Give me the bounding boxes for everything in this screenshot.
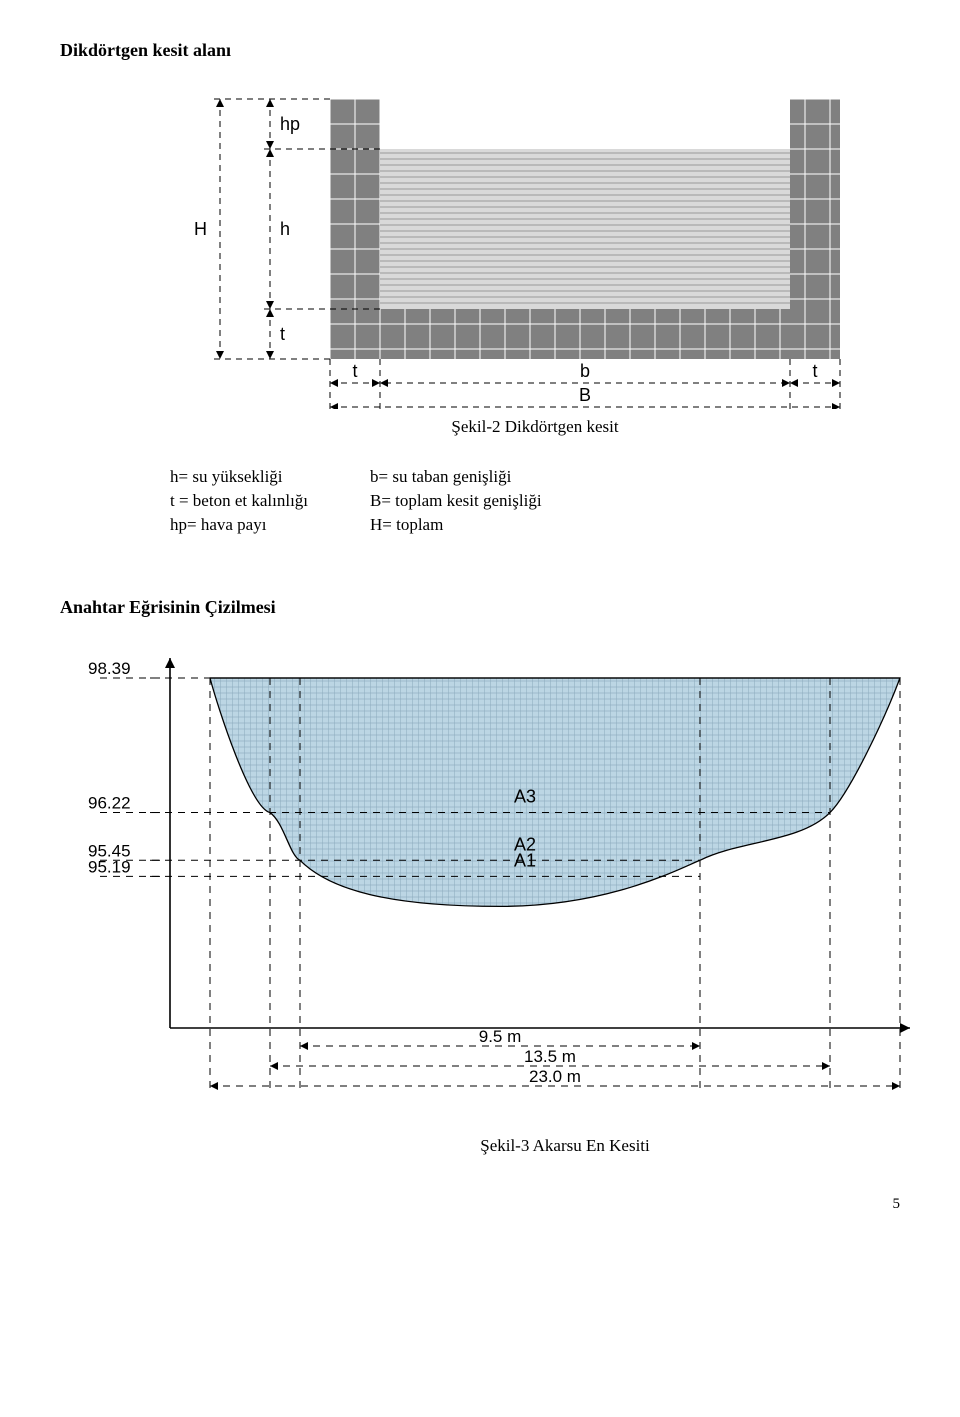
svg-text:H: H [194, 219, 207, 239]
figure-2: 98.3996.22A395.45A295.19A19.5 m13.5 m23.… [70, 648, 900, 1156]
svg-text:95.19: 95.19 [88, 857, 131, 876]
svg-text:13.5 m: 13.5 m [524, 1047, 576, 1066]
def-h: h= su yüksekliği [170, 465, 370, 489]
svg-text:23.0 m: 23.0 m [529, 1067, 581, 1086]
svg-text:hp: hp [280, 114, 300, 134]
page-number: 5 [60, 1196, 900, 1213]
def-hp: hp= hava payı [170, 513, 370, 537]
rect-cross-section-svg: Hhp h t t b t B [170, 89, 890, 409]
river-cross-section-svg: 98.3996.22A395.45A295.19A19.5 m13.5 m23.… [70, 648, 930, 1128]
svg-text:t: t [352, 361, 357, 381]
svg-text:9.5 m: 9.5 m [479, 1027, 522, 1046]
svg-text:A1: A1 [514, 850, 536, 870]
svg-text:B: B [579, 385, 591, 405]
def-H: H= toplam [370, 513, 600, 537]
svg-text:b: b [580, 361, 590, 381]
section-title-2: Anahtar Eğrisinin Çizilmesi [60, 597, 900, 618]
definitions: h= su yüksekliğib= su taban genişliği t … [170, 465, 900, 537]
def-b: b= su taban genişliği [370, 465, 600, 489]
figure-2-caption: Şekil-3 Akarsu En Kesiti [230, 1136, 900, 1156]
svg-text:t: t [280, 324, 285, 344]
svg-text:h: h [280, 219, 290, 239]
def-t: t = beton et kalınlığı [170, 489, 370, 513]
svg-text:t: t [812, 361, 817, 381]
def-B: B= toplam kesit genişliği [370, 489, 600, 513]
svg-text:96.22: 96.22 [88, 794, 131, 813]
section-title: Dikdörtgen kesit alanı [60, 40, 900, 61]
svg-text:A3: A3 [514, 787, 536, 807]
figure-1-caption: Şekil-2 Dikdörtgen kesit [170, 417, 900, 437]
figure-1: Hhp h t t b t B Şekil-2 Dikdörtgen kesit [170, 89, 900, 437]
svg-text:98.39: 98.39 [88, 659, 131, 678]
